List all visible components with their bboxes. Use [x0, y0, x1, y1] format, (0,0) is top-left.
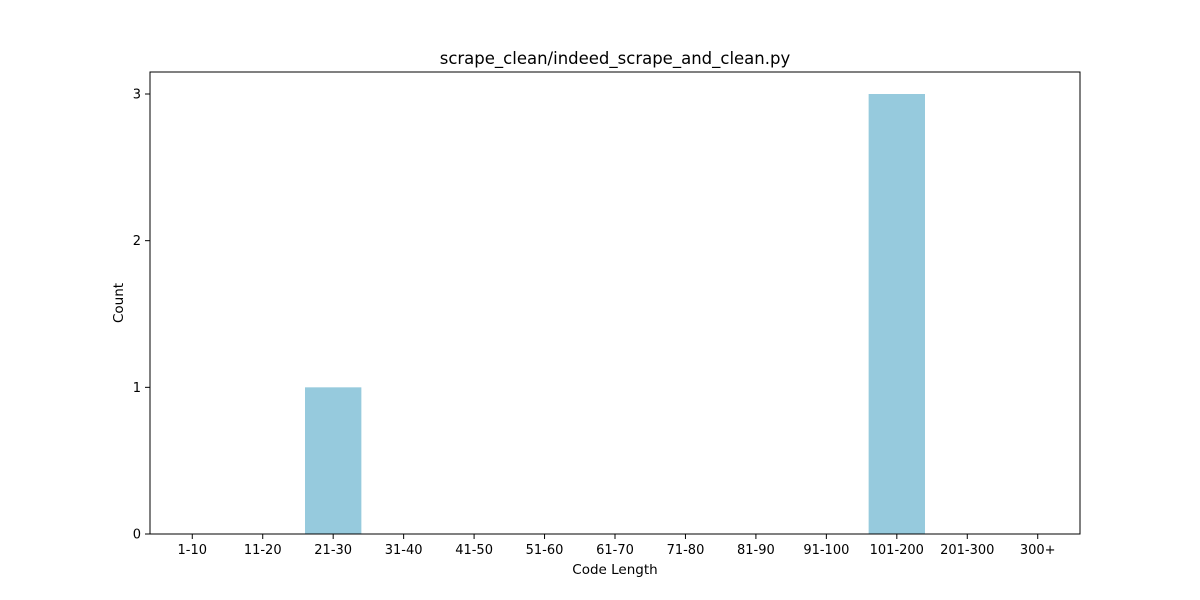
y-axis-ticks: 0 1 2 3 — [133, 88, 150, 543]
chart-title: scrape_clean/indeed_scrape_and_clean.py — [440, 49, 791, 69]
x-tick-label: 21-30 — [314, 543, 352, 558]
x-tick-label: 101-200 — [870, 543, 924, 558]
x-tick-label: 71-80 — [667, 543, 705, 558]
x-tick-label: 31-40 — [385, 543, 423, 558]
bar-101-200 — [868, 94, 925, 534]
y-axis-label: Count — [111, 283, 127, 323]
y-tick-label: 1 — [133, 381, 141, 396]
x-tick-label: 11-20 — [244, 543, 282, 558]
y-tick-label: 0 — [133, 528, 141, 543]
x-tick-label: 300+ — [1020, 543, 1056, 558]
bars-group — [305, 94, 925, 534]
x-tick-label: 201-300 — [940, 543, 994, 558]
x-tick-label: 81-90 — [737, 543, 775, 558]
bar-21-30 — [305, 387, 362, 534]
y-tick-label: 3 — [133, 88, 141, 103]
x-axis-label: Code Length — [572, 562, 657, 578]
x-axis-ticks: 1-10 11-20 21-30 31-40 41-50 51-60 61-70 71-80 8… — [178, 534, 1056, 558]
x-tick-label: 51-60 — [526, 543, 564, 558]
x-tick-label: 1-10 — [178, 543, 208, 558]
x-tick-label: 61-70 — [596, 543, 634, 558]
y-tick-label: 2 — [133, 234, 141, 249]
plot-area-frame — [149, 71, 1081, 535]
x-tick-label: 91-100 — [803, 543, 849, 558]
x-tick-label: 41-50 — [455, 543, 493, 558]
